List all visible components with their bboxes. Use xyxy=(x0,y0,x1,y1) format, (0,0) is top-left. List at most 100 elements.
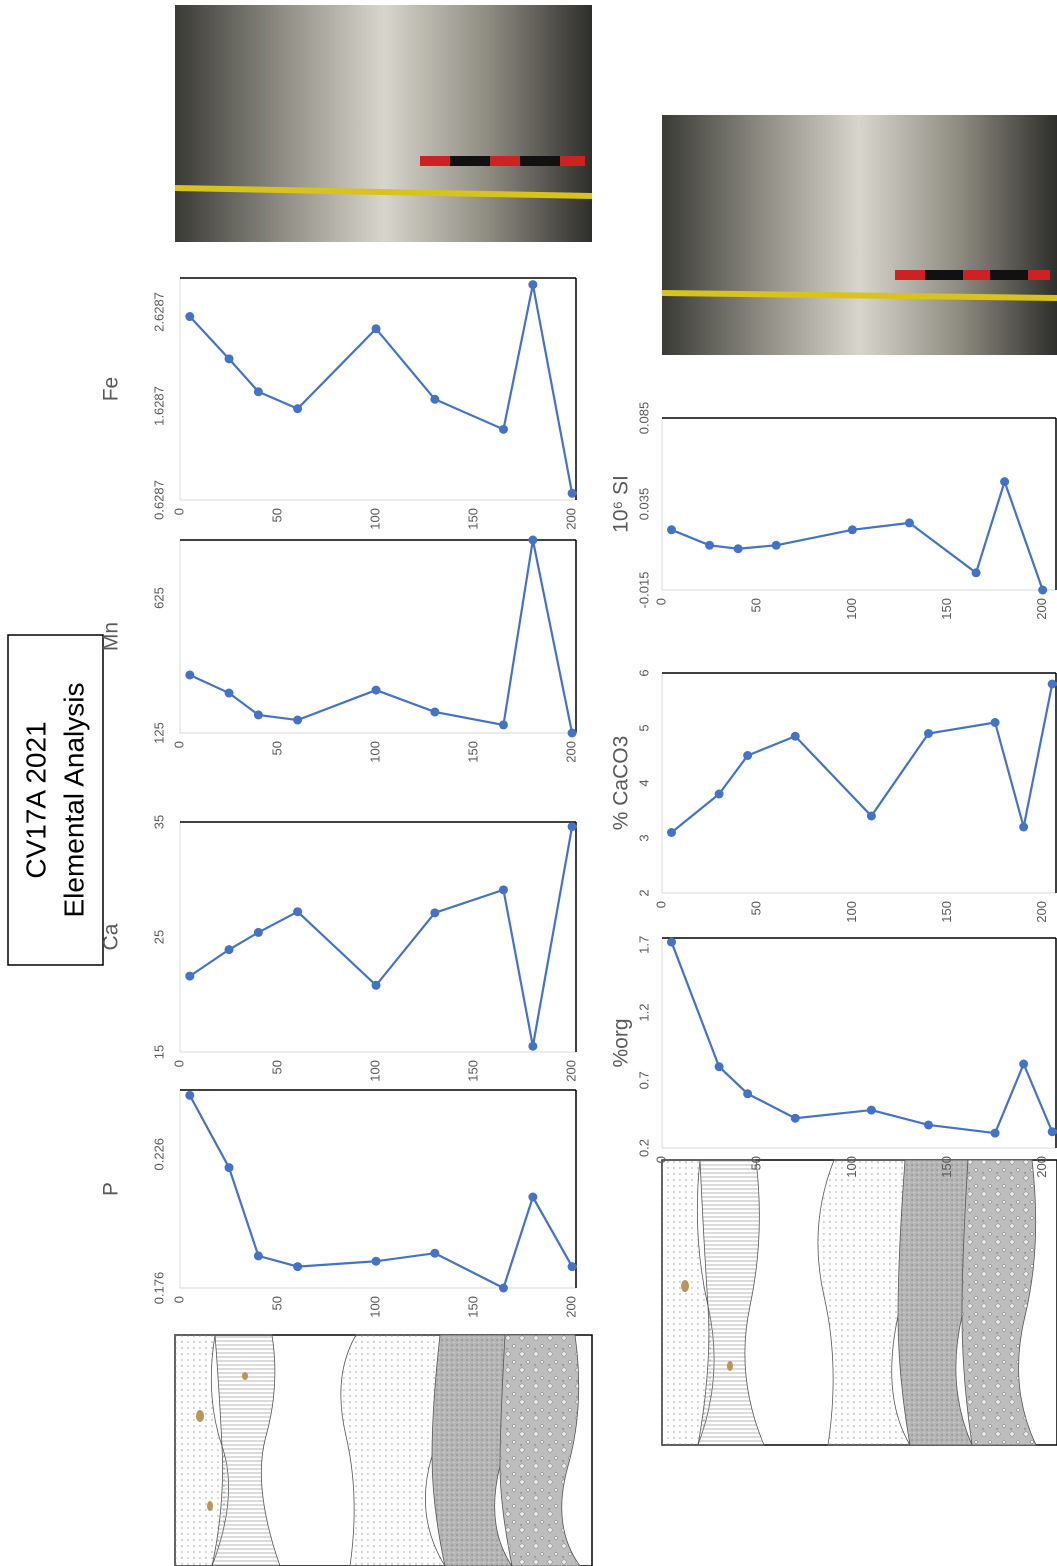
data-point xyxy=(430,707,440,717)
data-point xyxy=(714,1062,724,1072)
depth-tick-label: 200 xyxy=(564,508,579,530)
data-point xyxy=(528,280,538,290)
data-line xyxy=(670,941,1054,1135)
chart-title: Mn xyxy=(100,622,123,651)
data-point xyxy=(866,811,876,821)
depth-tick-label: 50 xyxy=(269,1296,284,1310)
depth-tick-label: 200 xyxy=(1034,901,1049,923)
data-point xyxy=(567,488,577,498)
data-point xyxy=(923,729,933,738)
data-point xyxy=(567,728,577,738)
data-point xyxy=(1000,477,1010,487)
value-tick-label: 1.2 xyxy=(636,1003,651,1021)
data-point xyxy=(293,907,303,917)
depth-tick-label: 150 xyxy=(939,1156,954,1178)
data-point xyxy=(185,971,195,981)
data-point xyxy=(990,718,1000,727)
data-line xyxy=(188,284,574,494)
depth-tick-label: 0 xyxy=(171,508,186,515)
data-line xyxy=(189,539,574,734)
depth-tick-label: 200 xyxy=(564,1296,579,1318)
data-line xyxy=(189,826,574,1047)
data-point xyxy=(430,908,440,918)
data-point xyxy=(1019,822,1029,832)
depth-tick-label: 100 xyxy=(367,1060,382,1082)
value-tick-label: 5 xyxy=(636,724,651,731)
depth-tick-label: 0 xyxy=(653,598,668,605)
data-point xyxy=(371,1256,381,1266)
depth-tick-label: 100 xyxy=(367,508,382,530)
depth-tick-label: 100 xyxy=(367,1296,382,1318)
data-point xyxy=(1019,1059,1029,1069)
data-point xyxy=(185,312,195,322)
depth-tick-label: 150 xyxy=(939,901,954,923)
depth-tick-label: 50 xyxy=(749,1156,764,1170)
data-line xyxy=(670,683,1054,834)
data-point xyxy=(743,1089,753,1099)
depth-tick-label: 100 xyxy=(844,1156,859,1178)
data-point xyxy=(1047,679,1057,689)
depth-tick-label: 0 xyxy=(653,1156,668,1163)
photo xyxy=(174,5,593,242)
chart-title: Ca xyxy=(100,923,123,950)
depth-tick-label: 0 xyxy=(171,1060,186,1067)
data-point xyxy=(528,1192,538,1202)
data-point xyxy=(971,568,981,578)
data-point xyxy=(498,720,508,730)
value-tick-label: 0.176 xyxy=(151,1272,166,1305)
value-tick-label: 0.035 xyxy=(636,488,651,521)
value-tick-label: 4 xyxy=(636,779,651,786)
value-tick-label: 25 xyxy=(151,930,166,944)
value-tick-label: 2 xyxy=(636,889,651,896)
depth-tick-label: 50 xyxy=(749,901,764,915)
data-point xyxy=(771,540,781,550)
value-tick-label: 6 xyxy=(636,669,651,676)
data-point xyxy=(667,525,677,535)
value-tick-label: 1.7 xyxy=(636,936,651,954)
data-point xyxy=(371,980,381,990)
data-point xyxy=(567,1262,577,1272)
value-tick-label: 0.085 xyxy=(636,402,651,435)
depth-tick-label: 50 xyxy=(269,508,284,522)
data-point xyxy=(743,751,753,760)
figure-title: CV17A 2021 xyxy=(20,721,51,878)
depth-tick-label: 150 xyxy=(465,1060,480,1082)
data-point xyxy=(667,828,677,837)
figure-title: Elemental Analysis xyxy=(58,682,89,917)
data-point xyxy=(293,404,303,414)
strat-drawing xyxy=(661,1159,1057,1446)
data-point xyxy=(705,540,715,550)
data-point xyxy=(185,670,195,680)
data-point xyxy=(923,1120,933,1130)
data-point xyxy=(224,354,234,364)
data-line xyxy=(188,1094,574,1290)
value-tick-label: 0.7 xyxy=(636,1071,651,1089)
value-tick-label: 15 xyxy=(151,1045,166,1059)
depth-tick-label: 0 xyxy=(171,1296,186,1303)
depth-tick-label: 150 xyxy=(465,741,480,763)
depth-tick-label: 50 xyxy=(749,598,764,612)
data-point xyxy=(253,1251,263,1261)
data-point xyxy=(847,525,857,535)
data-point xyxy=(371,324,381,334)
data-point xyxy=(253,927,263,937)
data-point xyxy=(224,945,234,955)
data-point xyxy=(498,1283,508,1293)
value-tick-label: 1.6287 xyxy=(151,386,166,426)
value-tick-label: 0.226 xyxy=(151,1138,166,1171)
depth-tick-label: 100 xyxy=(367,741,382,763)
data-point xyxy=(185,1090,195,1100)
data-point xyxy=(904,518,914,528)
data-point xyxy=(253,710,263,720)
data-point xyxy=(528,1041,538,1051)
data-point xyxy=(371,685,381,695)
data-point xyxy=(224,688,234,698)
depth-tick-label: 200 xyxy=(1034,598,1049,620)
value-tick-label: 2.6287 xyxy=(151,292,166,332)
value-tick-label: -0.015 xyxy=(636,572,651,609)
depth-tick-label: 200 xyxy=(564,1060,579,1082)
data-point xyxy=(430,394,440,404)
data-point xyxy=(430,1248,440,1258)
